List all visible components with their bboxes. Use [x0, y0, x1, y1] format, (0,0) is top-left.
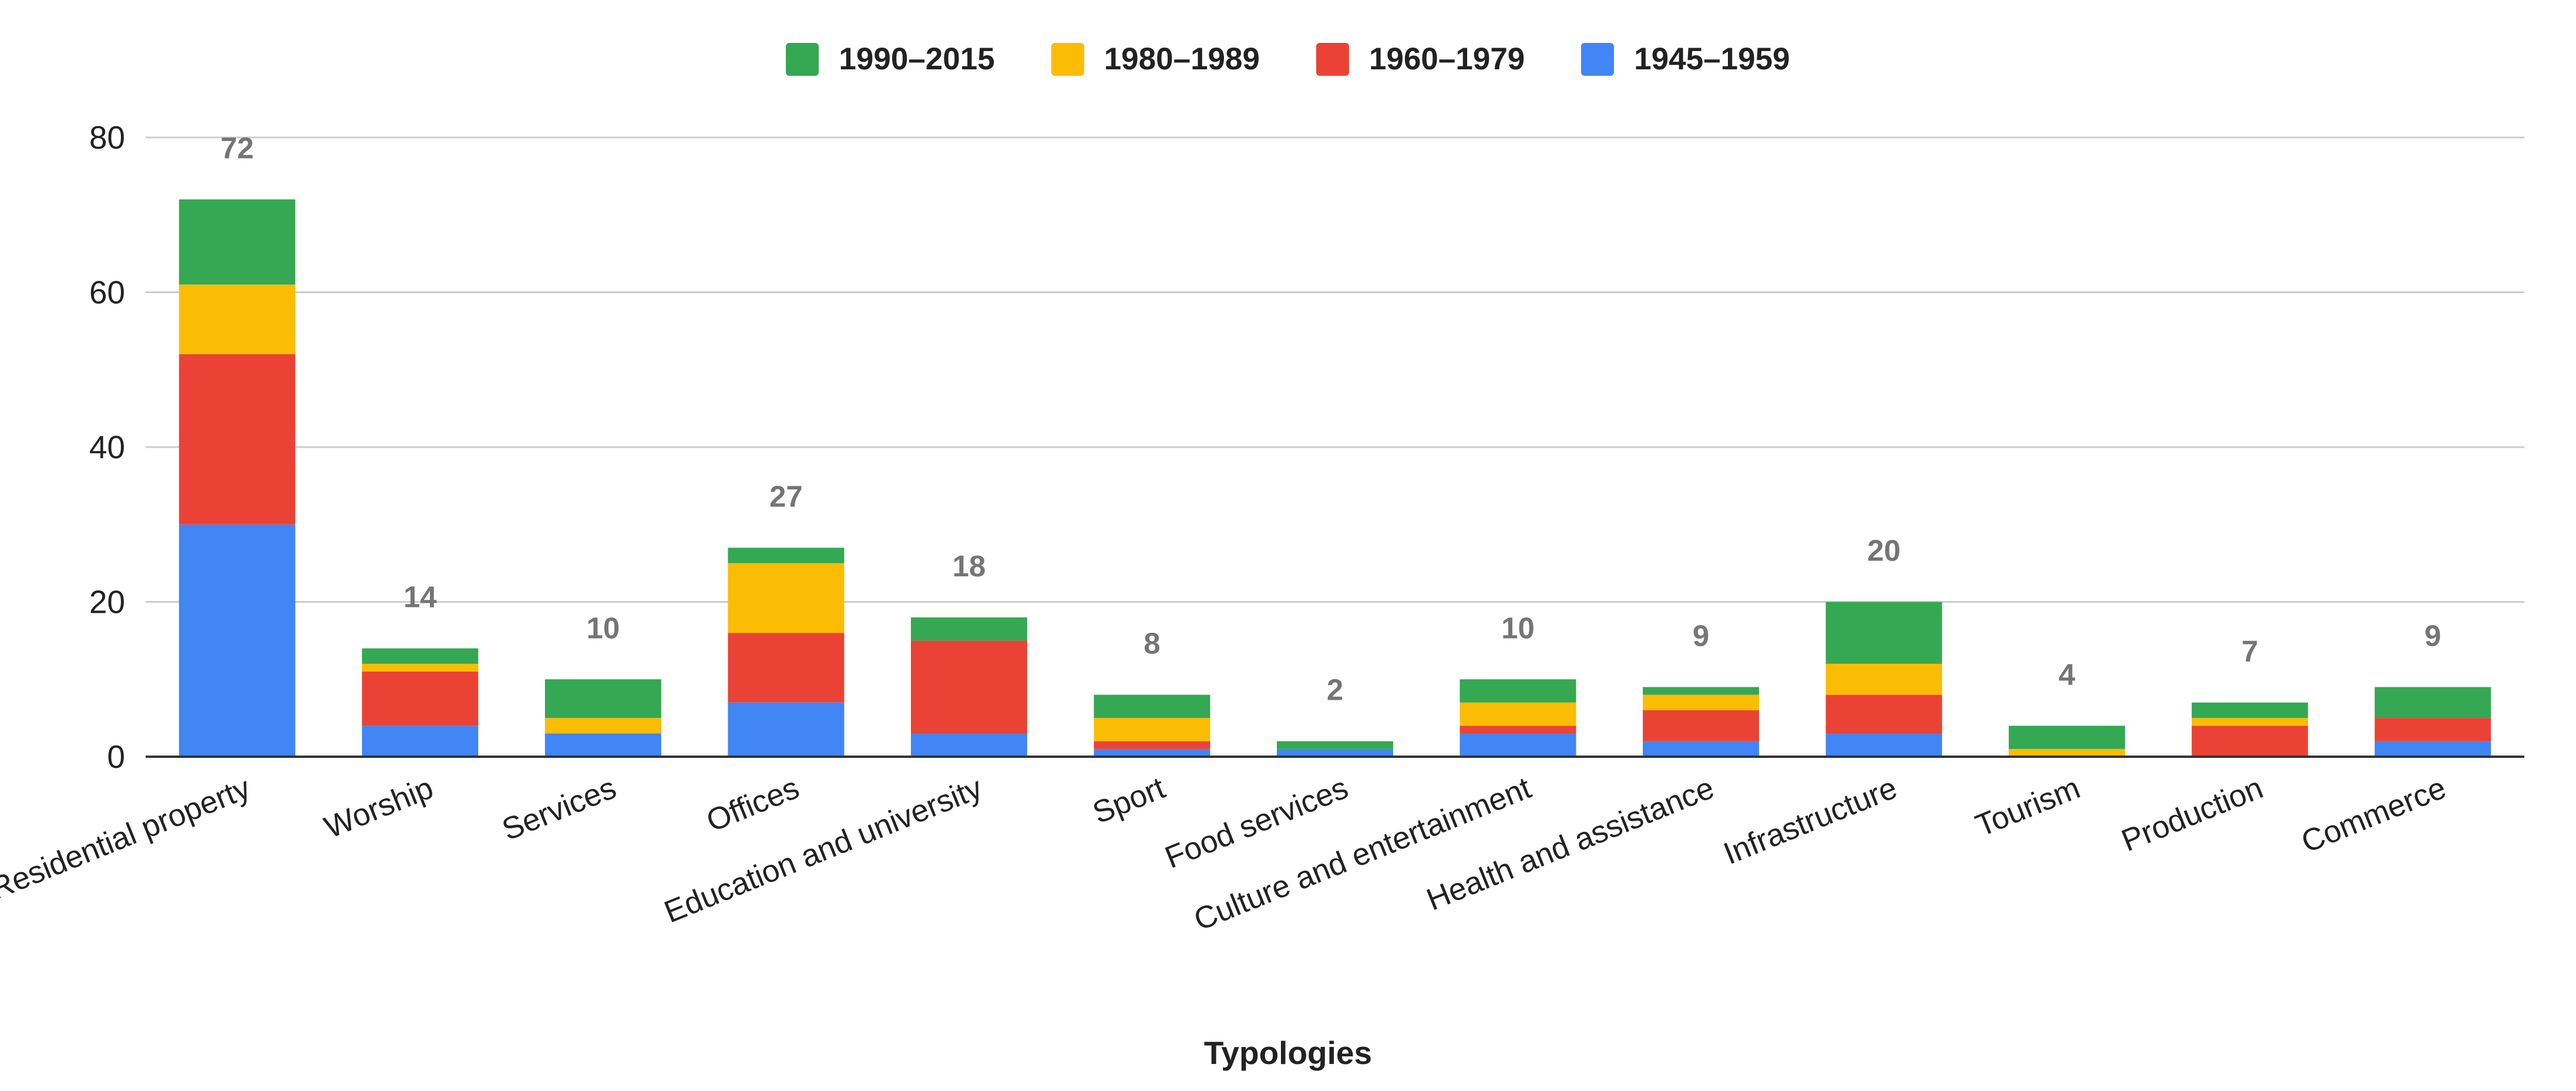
bar-segment-8-series-2	[1459, 726, 1576, 734]
x-tick-label-9: Health and assistance	[1422, 770, 1719, 917]
bar-segment-7-series-1	[1277, 748, 1393, 757]
bar-segment-4-series-4	[728, 548, 845, 563]
bar-segment-3-series-4	[544, 679, 661, 719]
bar-segment-12-series-2	[2191, 726, 2308, 757]
legend-item-1960-1979[interactable]: 1960–1979	[1316, 41, 1525, 77]
bar-segment-9-series-1	[1643, 741, 1760, 757]
legend-item-1980-1989[interactable]: 1980–1989	[1051, 41, 1260, 77]
bar-total-label-6: 8	[1144, 627, 1160, 660]
bar-segment-10-series-4	[1825, 602, 1942, 664]
bar-segment-3-series-3	[544, 718, 661, 734]
chart-legend: 1990–2015 1980–1989 1960–1979 1945–1959	[0, 41, 2576, 77]
bar-segment-8-series-3	[1459, 702, 1576, 726]
bar-segment-2-series-3	[362, 663, 479, 672]
bar-segment-6-series-2	[1094, 741, 1210, 749]
bar-segment-10-series-2	[1825, 694, 1942, 734]
bar-total-label-9: 9	[1693, 619, 1709, 652]
bar-segment-6-series-4	[1094, 694, 1210, 719]
bar-segment-1-series-3	[179, 284, 295, 354]
legend-label-1980-1989: 1980–1989	[1104, 42, 1260, 76]
y-tick-label-3: 60	[89, 274, 125, 311]
legend-swatch-1980-1989	[1051, 42, 1084, 76]
bar-segment-1-series-4	[179, 199, 295, 285]
bar-segment-6-series-3	[1094, 718, 1210, 741]
y-tick-label-2: 40	[89, 429, 125, 465]
bar-total-label-4: 27	[769, 479, 803, 513]
x-tick-label-1: Residential property	[0, 770, 255, 906]
y-tick-label-0: 0	[107, 738, 125, 775]
bar-total-label-1: 72	[220, 131, 254, 165]
bar-total-label-7: 2	[1327, 673, 1343, 707]
bar-segment-4-series-3	[728, 563, 845, 633]
bar-segment-1-series-2	[179, 354, 295, 525]
bar-segment-1-series-1	[179, 524, 295, 757]
bar-segment-6-series-1	[1094, 748, 1210, 757]
bar-total-label-3: 10	[586, 611, 620, 644]
legend-item-1945-1959[interactable]: 1945–1959	[1581, 41, 1790, 77]
x-tick-label-13: Commerce	[2296, 770, 2450, 860]
bar-total-label-10: 20	[1867, 534, 1901, 568]
x-tick-label-8: Culture and entertainment	[1189, 770, 1536, 937]
bar-total-label-2: 14	[403, 580, 437, 614]
bar-total-label-12: 7	[2242, 635, 2258, 668]
bar-total-label-13: 9	[2424, 619, 2441, 652]
bar-segment-9-series-4	[1643, 687, 1760, 695]
bar-segment-9-series-2	[1643, 710, 1760, 741]
legend-swatch-1960-1979	[1316, 42, 1349, 76]
x-tick-label-6: Sport	[1088, 770, 1170, 830]
x-tick-label-3: Services	[497, 770, 621, 847]
legend-swatch-1945-1959	[1581, 42, 1615, 76]
bar-segment-5-series-1	[910, 733, 1027, 757]
bar-segment-11-series-4	[2009, 726, 2126, 749]
bar-total-label-8: 10	[1501, 611, 1535, 644]
bar-segment-4-series-2	[728, 633, 845, 703]
bar-segment-13-series-2	[2375, 718, 2491, 741]
bar-segment-11-series-3	[2009, 748, 2126, 757]
bar-segment-5-series-4	[910, 617, 1027, 641]
bar-segment-4-series-1	[728, 702, 845, 757]
bar-segment-2-series-4	[362, 648, 479, 664]
bar-segment-10-series-3	[1825, 663, 1942, 695]
y-tick-label-4: 80	[89, 119, 125, 156]
bar-segment-9-series-3	[1643, 694, 1760, 710]
bar-segment-2-series-1	[362, 726, 479, 757]
bar-segment-8-series-4	[1459, 679, 1576, 703]
bar-segment-5-series-2	[910, 640, 1027, 734]
bar-segment-12-series-3	[2191, 718, 2308, 726]
legend-label-1990-2015: 1990–2015	[839, 42, 995, 76]
x-tick-label-4: Offices	[702, 770, 804, 838]
x-tick-label-2: Worship	[320, 770, 438, 845]
x-axis-title: Typologies	[1203, 1035, 1373, 1071]
legend-item-1990-2015[interactable]: 1990–2015	[786, 41, 995, 77]
bar-segment-13-series-1	[2375, 741, 2491, 757]
legend-label-1945-1959: 1945–1959	[1634, 42, 1790, 76]
x-tick-label-12: Production	[2117, 770, 2268, 858]
bar-segment-8-series-1	[1459, 733, 1576, 757]
legend-label-1960-1979: 1960–1979	[1369, 42, 1525, 76]
bar-total-label-11: 4	[2059, 657, 2076, 691]
x-tick-label-5: Education and university	[660, 770, 987, 929]
x-tick-label-10: Infrastructure	[1719, 770, 1902, 871]
x-tick-label-11: Tourism	[1971, 770, 2085, 843]
bar-segment-10-series-1	[1825, 733, 1942, 757]
bar-segment-12-series-4	[2191, 702, 2308, 719]
bar-segment-3-series-1	[544, 733, 661, 757]
bar-segment-7-series-4	[1277, 741, 1393, 749]
bar-segment-13-series-4	[2375, 687, 2491, 719]
legend-swatch-1990-2015	[786, 42, 819, 76]
y-tick-label-1: 20	[89, 584, 125, 620]
bar-total-label-5: 18	[953, 549, 986, 583]
bar-segment-2-series-2	[362, 672, 479, 726]
